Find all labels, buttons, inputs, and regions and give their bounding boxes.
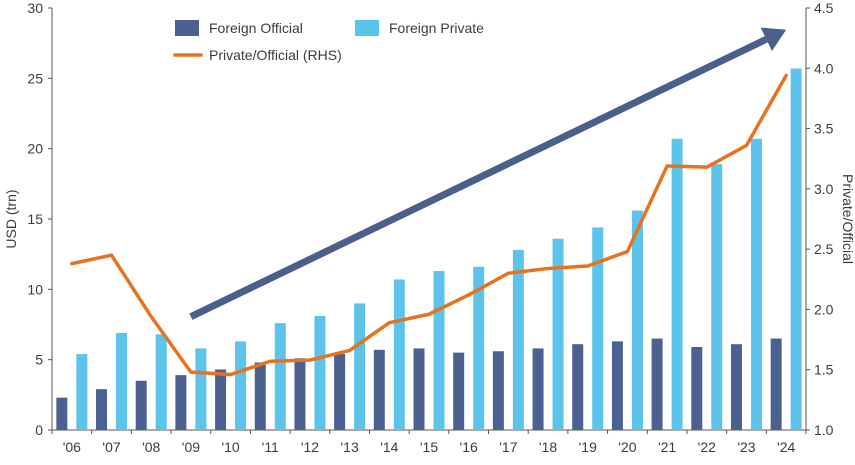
legend-label: Private/Official (RHS) xyxy=(209,47,342,63)
axes-layer: 0 5 10 15 20 25 30 1.0 1.5 2.0 2.5 3.0 3.5 4.0 4.5 '06 '… xyxy=(3,0,855,455)
foreign-private-bar xyxy=(711,164,723,430)
right-tick-label: 3.5 xyxy=(814,121,834,137)
x-tick-label: '21 xyxy=(658,439,676,455)
foreign-official-bar xyxy=(135,380,147,430)
left-tick-label: 15 xyxy=(27,211,43,227)
x-tick-label: '11 xyxy=(262,439,279,455)
foreign-private-bar xyxy=(116,332,128,430)
foreign-private-bar xyxy=(671,138,683,430)
foreign-private-bar xyxy=(195,348,207,430)
foreign-private-bar xyxy=(631,210,643,430)
right-tick-label: 4.5 xyxy=(814,0,834,16)
x-tick-label: '06 xyxy=(63,439,81,455)
foreign-official-bar xyxy=(294,358,306,430)
right-axis-title: Private/Official xyxy=(840,174,855,264)
x-tick-label: '20 xyxy=(618,439,636,455)
x-tick-label: '24 xyxy=(777,439,795,455)
x-tick-label: '17 xyxy=(499,439,517,455)
foreign-official-bar xyxy=(175,375,187,430)
foreign-official-bar xyxy=(215,369,227,430)
right-tick-label: 4.0 xyxy=(814,60,834,76)
x-tick-label: '23 xyxy=(737,439,755,455)
left-tick-label: 30 xyxy=(27,0,43,16)
foreign-official-bar xyxy=(334,354,346,430)
x-tick-label: '09 xyxy=(182,439,200,455)
foreign-private-bar xyxy=(512,249,524,430)
foreign-official-bar xyxy=(254,362,266,430)
x-tick-label: '07 xyxy=(102,439,120,455)
left-tick-label: 10 xyxy=(27,281,43,297)
right-tick-label: 2.5 xyxy=(814,241,834,257)
foreign-private-bar xyxy=(235,341,247,430)
x-tick-label: '16 xyxy=(460,439,478,455)
legend-swatch xyxy=(175,20,199,36)
legend-label: Foreign Private xyxy=(389,20,484,36)
foreign-official-bar xyxy=(572,344,584,430)
foreign-private-bar xyxy=(314,316,326,430)
right-tick-label: 2.0 xyxy=(814,301,834,317)
legend-swatch xyxy=(355,20,379,36)
foreign-private-bar xyxy=(750,138,762,430)
foreign-private-bar xyxy=(790,68,802,430)
foreign-private-bar xyxy=(433,271,445,430)
foreign-official-bar xyxy=(770,338,782,430)
right-tick-label: 1.5 xyxy=(814,362,834,378)
foreign-official-bar xyxy=(611,341,623,430)
bars-layer xyxy=(56,68,802,430)
foreign-private-bar xyxy=(592,227,604,430)
x-tick-label: '10 xyxy=(221,439,239,455)
foreign-official-bar xyxy=(651,338,663,430)
x-tick-label: '22 xyxy=(698,439,716,455)
ratio-line-layer xyxy=(70,73,788,377)
foreign-private-bar xyxy=(76,354,88,430)
foreign-official-bar xyxy=(492,351,504,430)
left-tick-label: 25 xyxy=(27,70,43,86)
left-axis-title: USD (trn) xyxy=(3,189,19,248)
x-tick-label: '18 xyxy=(539,439,557,455)
x-tick-label: '13 xyxy=(341,439,359,455)
foreign-official-bar xyxy=(413,348,425,430)
left-tick-label: 20 xyxy=(27,141,43,157)
foreign-private-bar xyxy=(155,334,167,430)
foreign-private-bar xyxy=(552,238,564,430)
foreign-official-bar xyxy=(532,348,544,430)
foreign-official-bar xyxy=(56,397,68,430)
foreign-private-bar xyxy=(274,323,286,430)
foreign-private-bar xyxy=(473,266,485,430)
x-tick-label: '19 xyxy=(579,439,597,455)
legend-label: Foreign Official xyxy=(209,20,303,36)
x-tick-label: '08 xyxy=(142,439,160,455)
foreign-private-bar xyxy=(393,279,405,430)
left-tick-label: 0 xyxy=(35,422,43,438)
foreign-official-bar xyxy=(373,349,385,430)
trend-arrow-layer xyxy=(189,27,787,320)
trend-arrow-head xyxy=(760,27,787,51)
legend: Foreign Official Foreign Private Private/O… xyxy=(173,20,484,63)
x-tick-label: '14 xyxy=(380,439,398,455)
foreign-private-bar xyxy=(354,303,366,430)
foreign-official-bar xyxy=(730,344,742,430)
private-official-ratio-line xyxy=(70,73,788,377)
foreign-official-bar xyxy=(691,347,703,430)
foreign-official-bar xyxy=(96,389,108,430)
right-tick-label: 1.0 xyxy=(814,422,834,438)
x-tick-label: '15 xyxy=(420,439,438,455)
left-tick-label: 5 xyxy=(35,352,43,368)
trend-arrow-shaft xyxy=(189,36,768,320)
right-tick-label: 3.0 xyxy=(814,181,834,197)
foreign-official-bar xyxy=(453,352,465,430)
x-tick-label: '12 xyxy=(301,439,319,455)
